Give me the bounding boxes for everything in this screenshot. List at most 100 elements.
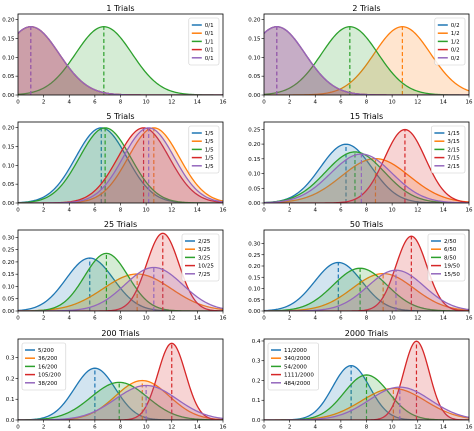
y-tick-label: 0.05 xyxy=(248,74,261,80)
panel-title: 5 Trials xyxy=(106,112,134,121)
x-tick-label: 12 xyxy=(168,208,175,214)
legend-label: 1/2 xyxy=(451,31,460,37)
y-tick-label: 0.10 xyxy=(2,284,15,290)
x-tick-label: 14 xyxy=(440,100,447,106)
legend: 0/2 1/2 1/2 0/2 0/2 xyxy=(434,17,466,66)
y-tick-label: 0.15 xyxy=(2,36,15,42)
y-tick-label: 0.0 xyxy=(252,418,261,424)
x-tick-label: 6 xyxy=(339,316,343,322)
panel-title: 2 Trials xyxy=(352,4,380,13)
plot-area xyxy=(264,128,469,203)
y-tick-label: 0.20 xyxy=(2,126,15,132)
series-area xyxy=(264,270,469,311)
legend-label: 7/25 xyxy=(198,272,211,278)
series-area xyxy=(18,26,223,95)
x-tick-label: 2 xyxy=(288,425,292,431)
x-tick-label: 2 xyxy=(42,100,46,106)
series-line xyxy=(18,26,223,95)
legend-label: 10/25 xyxy=(198,264,214,270)
y-tick-label: 0.20 xyxy=(248,18,261,24)
y-tick-label: 0.2 xyxy=(6,376,15,382)
x-tick-label: 0 xyxy=(262,425,266,431)
series-area xyxy=(18,127,223,203)
legend-label: 38/200 xyxy=(38,381,58,387)
legend-box xyxy=(431,125,466,174)
panel-2: 2 Trials 0 2 4 6 8 10 12 14 16 0.00 0.05 0.10 0.15 0.2… xyxy=(248,4,473,106)
x-tick-label: 8 xyxy=(119,316,123,322)
series-area xyxy=(264,154,469,203)
x-tick-label: 12 xyxy=(414,425,421,431)
panel-6: 50 Trials 0 2 4 6 8 10 12 14 16 0.00 0.05 0.10 0.15 0.… xyxy=(248,220,473,322)
x-tick-label: 16 xyxy=(466,425,473,431)
x-tick-label: 2 xyxy=(288,316,292,322)
x-tick-label: 10 xyxy=(143,100,150,106)
y-tick-label: 0.30 xyxy=(2,235,15,241)
x-tick-label: 6 xyxy=(339,208,343,214)
legend-box xyxy=(267,342,319,391)
series-area xyxy=(18,233,223,311)
x-tick-label: 4 xyxy=(314,100,318,106)
x-tick-label: 14 xyxy=(440,208,447,214)
y-tick-label: 0.00 xyxy=(248,309,261,315)
panel-1: 1 Trials 0 2 4 6 8 10 12 14 16 0.00 0.05 0.10 0.15 0.2… xyxy=(2,4,227,106)
y-tick-label: 0.00 xyxy=(2,93,15,99)
legend-label: 0/2 xyxy=(451,48,460,54)
x-tick-label: 2 xyxy=(288,208,292,214)
series-area xyxy=(264,26,469,95)
series-area xyxy=(264,262,469,311)
legend-label: 0/1 xyxy=(205,48,214,54)
series-area xyxy=(18,127,223,203)
legend-label: 1/5 xyxy=(205,156,214,162)
legend-box xyxy=(188,17,220,66)
y-tick-label: 0.10 xyxy=(2,163,15,169)
series-area xyxy=(264,236,469,311)
legend: 2/50 6/50 8/50 19/50 15/50 xyxy=(427,233,466,282)
y-tick-label: 0.00 xyxy=(2,201,15,207)
x-tick-label: 10 xyxy=(389,316,396,322)
panel-title: 1 Trials xyxy=(106,4,134,13)
series-area xyxy=(264,129,469,203)
series-area xyxy=(18,26,223,95)
legend-label: 2/15 xyxy=(447,147,460,153)
x-tick-label: 10 xyxy=(389,208,396,214)
series-line xyxy=(264,272,469,311)
legend-label: 3/25 xyxy=(198,247,211,253)
series-area xyxy=(18,26,223,95)
y-tick-label: 0.20 xyxy=(248,142,261,148)
legend-box xyxy=(434,17,466,66)
y-tick-label: 0.4 xyxy=(252,339,261,345)
panel-title: 200 Trials xyxy=(101,329,139,338)
series-area xyxy=(264,26,469,95)
legend-label: 2/25 xyxy=(198,239,211,245)
x-tick-label: 6 xyxy=(93,100,97,106)
x-tick-label: 8 xyxy=(119,208,123,214)
y-tick-label: 0.05 xyxy=(248,186,261,192)
legend-label: 5/200 xyxy=(38,348,54,354)
panel-5: 25 Trials 0 2 4 6 8 10 12 14 16 0.00 0.05 0.10 0.15 0.… xyxy=(2,220,227,322)
legend-label: 3/25 xyxy=(198,255,211,261)
x-tick-label: 8 xyxy=(365,208,369,214)
y-tick-label: 0.1 xyxy=(252,398,261,404)
panel-title: 2000 Trials xyxy=(345,329,388,338)
legend-label: 0/2 xyxy=(451,56,460,62)
y-tick-label: 0.05 xyxy=(2,74,15,80)
plot-area xyxy=(18,127,223,203)
x-tick-label: 16 xyxy=(466,100,473,106)
x-tick-label: 4 xyxy=(314,208,318,214)
legend: 0/1 0/1 1/1 0/1 0/1 xyxy=(188,17,220,66)
y-tick-label: 0.15 xyxy=(248,275,261,281)
y-tick-label: 0.15 xyxy=(2,144,15,150)
legend-box xyxy=(427,233,466,282)
series-line xyxy=(264,158,469,203)
series-area xyxy=(18,26,223,95)
x-tick-label: 14 xyxy=(194,316,201,322)
panel-7: 200 Trials 0 2 4 6 8 10 12 14 16 0.0 0.1 0.2 0.3 5/200… xyxy=(6,329,227,431)
x-tick-label: 12 xyxy=(168,316,175,322)
series-line xyxy=(264,153,469,203)
legend-label: 3/15 xyxy=(447,139,460,145)
legend-label: 6/50 xyxy=(444,247,457,253)
x-tick-label: 10 xyxy=(389,100,396,106)
legend-label: 7/15 xyxy=(447,156,460,162)
x-tick-label: 0 xyxy=(16,208,20,214)
y-tick-label: 0.20 xyxy=(2,18,15,24)
